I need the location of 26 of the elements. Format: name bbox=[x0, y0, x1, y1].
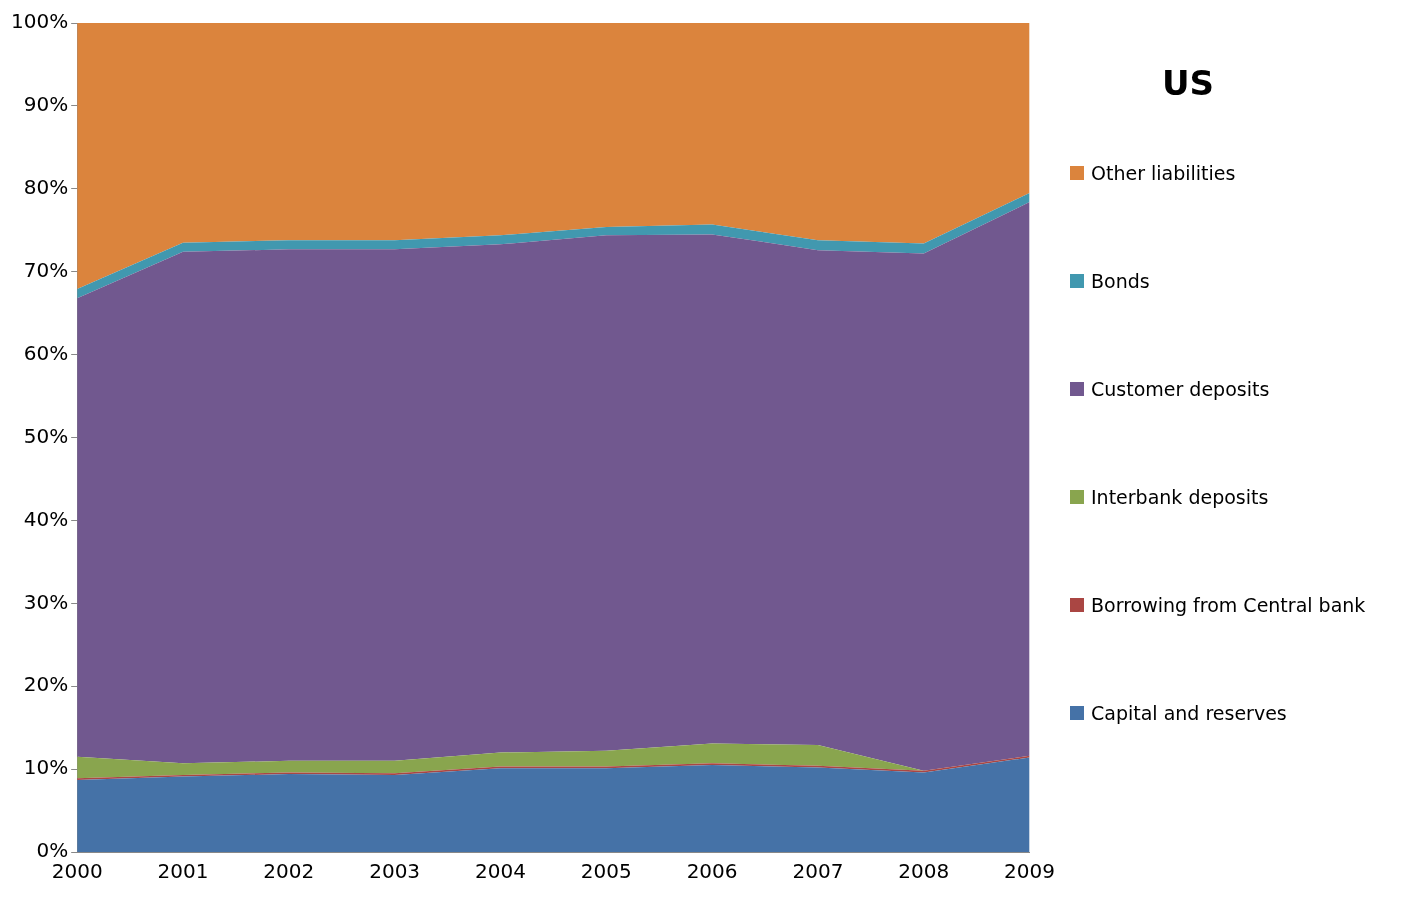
y-tick-label: 20% bbox=[23, 672, 69, 697]
x-tick-label: 2004 bbox=[475, 859, 526, 884]
legend-label: Borrowing from Central bank bbox=[1091, 594, 1366, 616]
x-tick-label: 2009 bbox=[1004, 859, 1055, 884]
x-tick-label: 2007 bbox=[792, 859, 844, 884]
legend-label: Customer deposits bbox=[1091, 378, 1270, 400]
y-tick-label: 90% bbox=[23, 92, 69, 117]
text: US bbox=[1160, 63, 1216, 103]
x-tick-label: 2008 bbox=[898, 859, 950, 884]
y-tick-label: 100% bbox=[10, 9, 69, 34]
y-tick-label: 50% bbox=[23, 423, 69, 448]
legend-label: Other liabilities bbox=[1091, 162, 1236, 184]
x-tick-label: 2002 bbox=[263, 859, 315, 884]
y-tick-label: 30% bbox=[23, 589, 69, 614]
x-tick-label: 2003 bbox=[369, 859, 421, 884]
x-tick-label: 2005 bbox=[580, 859, 632, 884]
y-tick-label: 70% bbox=[23, 257, 69, 282]
y-tick-label: 60% bbox=[23, 340, 69, 365]
legend-label: Capital and reserves bbox=[1091, 702, 1287, 724]
x-tick-label: 2006 bbox=[686, 859, 738, 884]
y-tick-label: 80% bbox=[23, 175, 69, 199]
legend-label: Bonds bbox=[1091, 270, 1150, 292]
y-tick-label: 10% bbox=[23, 755, 69, 780]
x-tick-label: 2001 bbox=[157, 859, 209, 884]
legend-label: Interbank deposits bbox=[1091, 486, 1269, 508]
y-tick-label: 40% bbox=[23, 506, 69, 531]
